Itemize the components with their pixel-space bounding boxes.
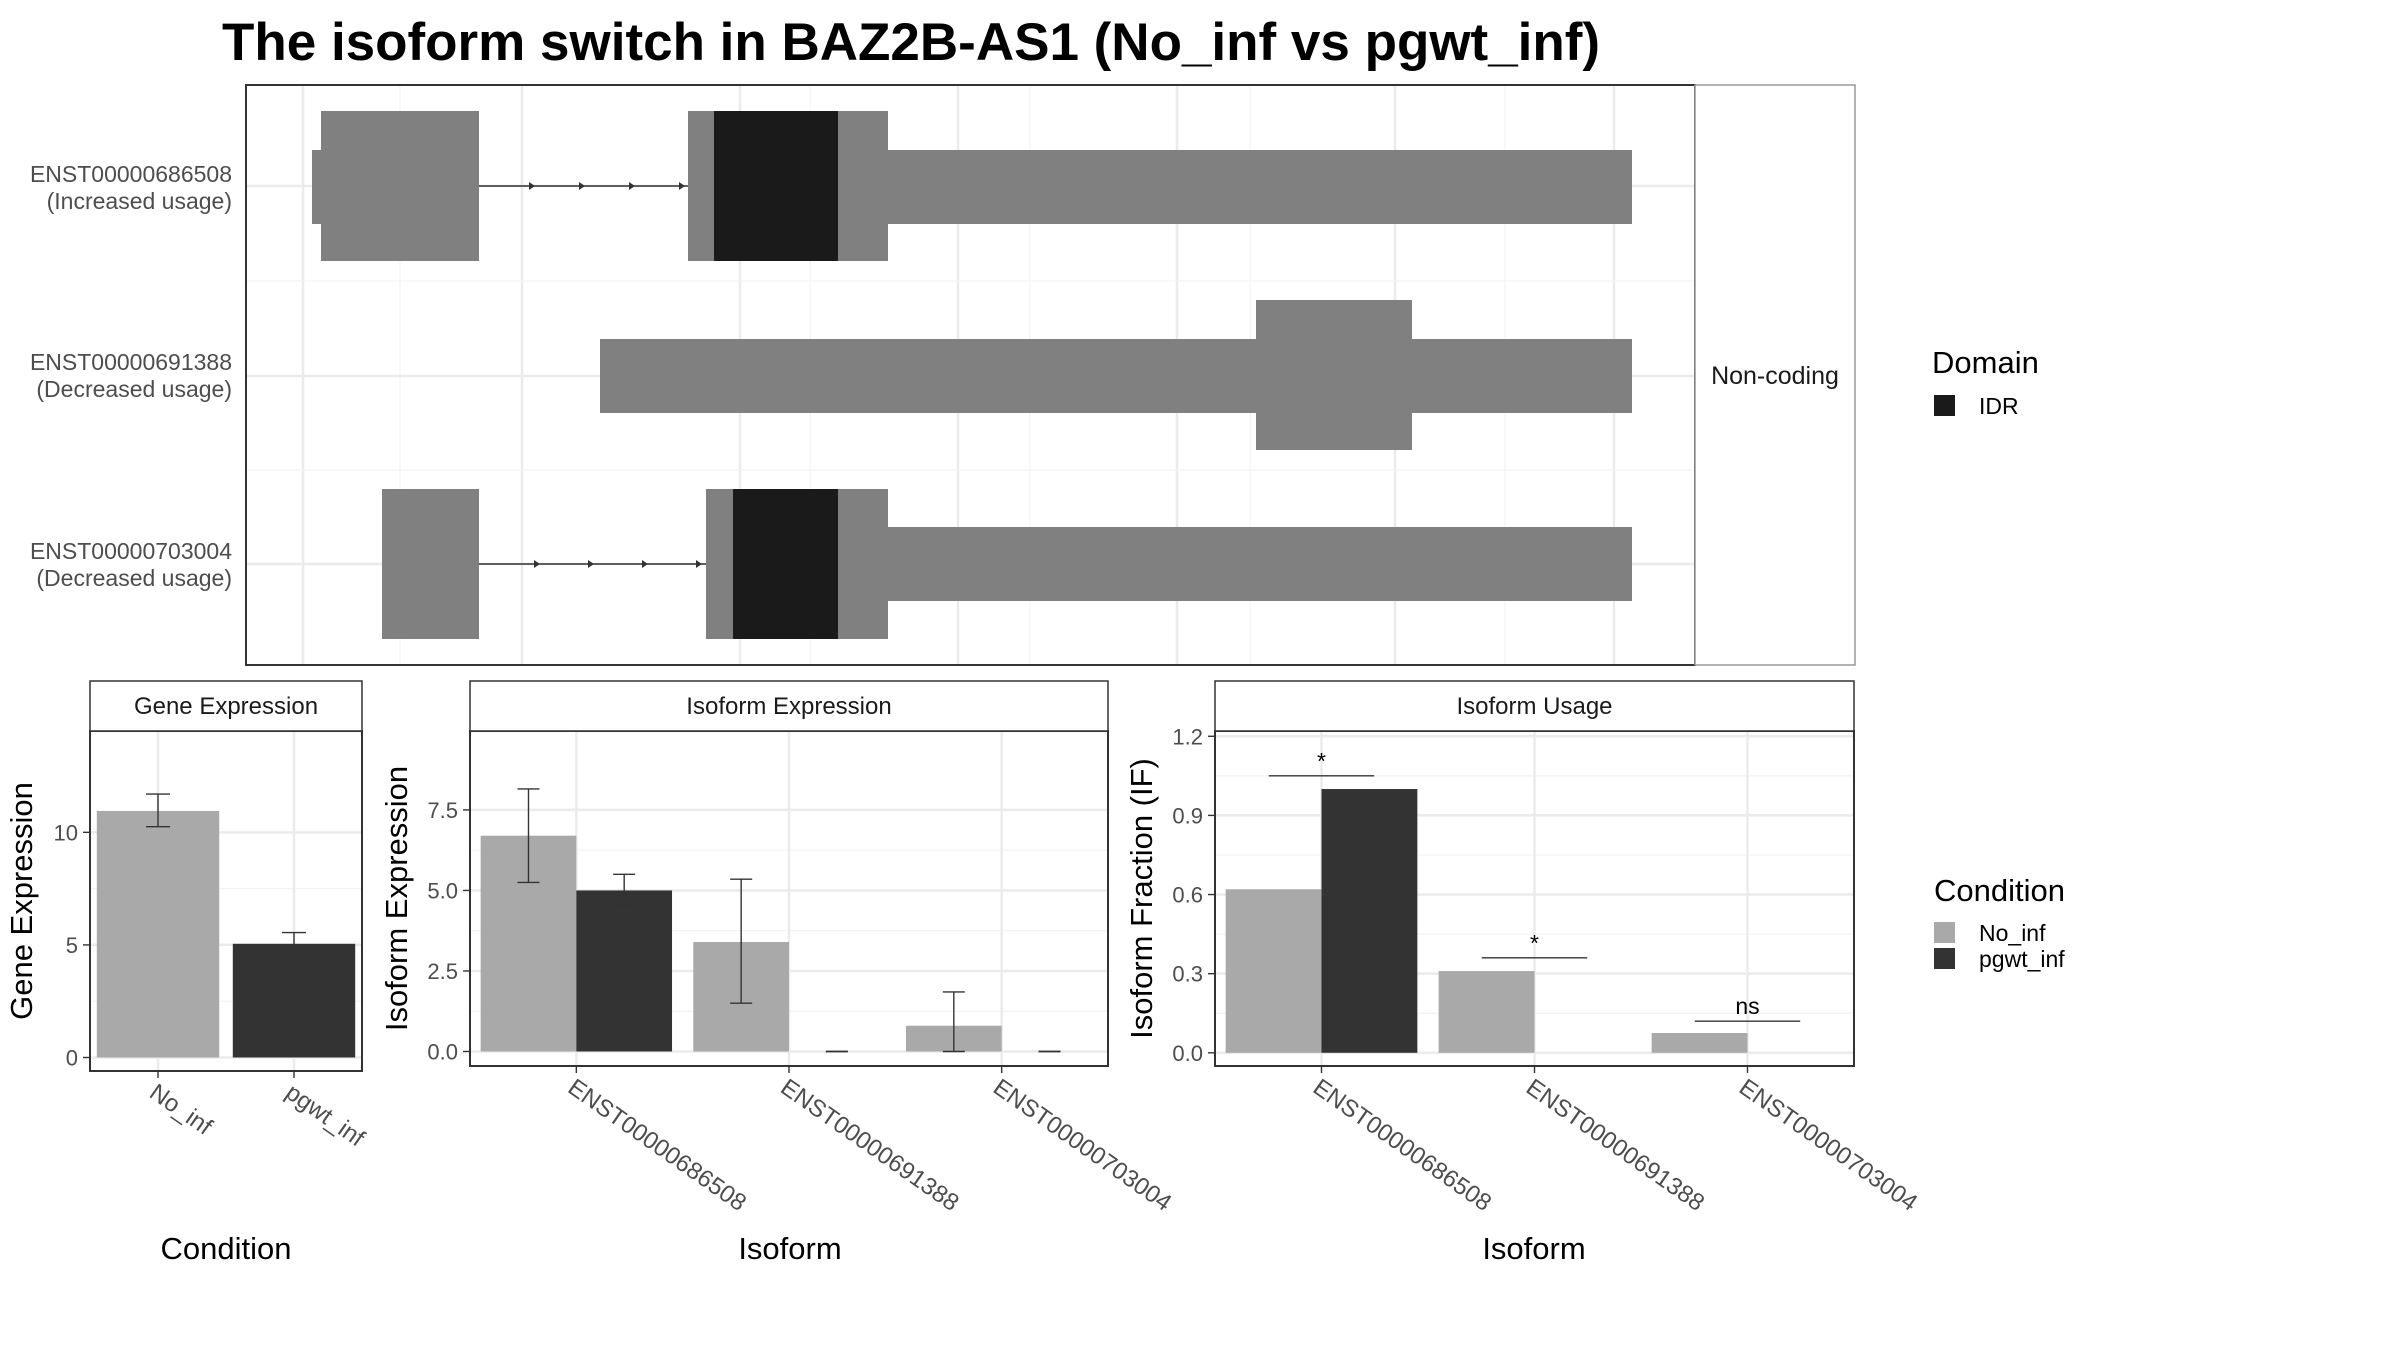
gene-expression-chart: Gene Expression 0 5 10 No_inf pgwt_inf Conditi… — [4, 680, 370, 1266]
transcript-1-exon-2-utr — [887, 150, 1632, 224]
chart-2-bar-pgwt-inf-0 — [1321, 789, 1418, 1053]
transcript-2-exon-noncoding — [600, 339, 1632, 413]
chart-0-bar-1 — [232, 943, 356, 1058]
chart-2-xtick-label-0: ENST00000686508 — [1308, 1074, 1496, 1217]
chart-1-ytick-label-1: 2.5 — [427, 959, 458, 984]
transcript-label-3-id: ENST00000703004 — [30, 538, 232, 564]
transcript-3-exon-1 — [382, 489, 479, 639]
domain-legend-title: Domain — [1932, 345, 2039, 380]
chart-0-bar-0 — [96, 810, 220, 1058]
chart-1-strip — [469, 680, 1109, 732]
chart-2-ytick-label-2: 0.6 — [1172, 883, 1203, 908]
chart-2-significance-label-2: ns — [1735, 993, 1759, 1019]
transcript-1-utr-start — [312, 150, 322, 224]
transcript-1-idr-domain — [714, 111, 838, 261]
chart-0-strip — [89, 680, 363, 732]
transcript-1-intron-arrow-3 — [679, 182, 685, 190]
transcript-label-2-status: (Decreased usage) — [36, 376, 232, 402]
chart-1-ytick-label-0: 0.0 — [427, 1040, 458, 1065]
transcript-3-intron-arrow-2 — [642, 560, 648, 568]
chart-0-ytick-label-1: 5 — [66, 933, 78, 958]
chart-2-xtick-label-2: ENST00000703004 — [1734, 1074, 1922, 1217]
transcript-3-intron-arrow-0 — [534, 560, 540, 568]
condition-legend-swatch-pgwt-inf — [1934, 948, 1955, 969]
transcript-3-idr-domain — [733, 489, 838, 639]
chart-1-xtick-label-1: ENST00000691388 — [776, 1074, 964, 1217]
chart-0-x-axis-title: Condition — [161, 1231, 292, 1266]
chart-0-xtick-label-1: pgwt_inf — [281, 1079, 370, 1153]
isoform-usage-chart: * * ns Isoform Usage 0.0 0.3 0.6 0.9 1.2 ENST0000… — [1124, 680, 1922, 1266]
chart-0-ytick-label-2: 10 — [54, 820, 78, 845]
transcript-1-intron-arrow-1 — [579, 182, 585, 190]
chart-1-strip-title: Isoform Expression — [686, 693, 891, 720]
condition-legend-label-no-inf: No_inf — [1979, 920, 2046, 946]
chart-2-ytick-label-1: 0.3 — [1172, 962, 1203, 987]
transcript-1-intron-arrow-0 — [529, 182, 535, 190]
transcript-3-intron-arrow-3 — [696, 560, 702, 568]
transcript-3-exon-2-utr — [887, 527, 1632, 601]
chart-1-x-axis-title: Isoform — [738, 1231, 841, 1266]
structure-side-strip — [1694, 84, 1856, 666]
chart-1-y-axis-title: Isoform Expression — [379, 766, 414, 1031]
chart-2-significance-label-0: * — [1317, 748, 1326, 774]
isoform-expression-chart: Isoform Expression 0.0 2.5 5.0 7.5 ENST000006… — [379, 680, 1176, 1266]
chart-2-bar-no-inf-1 — [1438, 971, 1535, 1053]
chart-2-xtick-label-1: ENST00000691388 — [1521, 1074, 1709, 1217]
chart-2-ytick-label-0: 0.0 — [1172, 1041, 1203, 1066]
domain-legend-swatch-idr — [1934, 395, 1955, 416]
chart-2-significance-label-1: * — [1530, 930, 1539, 956]
transcript-2-exon-wide-segment — [1256, 300, 1412, 450]
condition-legend-swatch-no-inf — [1934, 922, 1955, 943]
chart-2-y-axis-title: Isoform Fraction (IF) — [1124, 758, 1159, 1039]
transcript-structure-panel: Non-coding ENST00000686508 (Increased us… — [30, 84, 1856, 666]
transcript-1-exon-1 — [321, 111, 479, 261]
transcript-label-1-status: (Increased usage) — [47, 188, 232, 214]
transcript-3-intron-arrow-1 — [588, 560, 594, 568]
transcript-label-1-id: ENST00000686508 — [30, 161, 232, 187]
non-coding-strip-label: Non-coding — [1711, 362, 1839, 390]
condition-legend-label-pgwt-inf: pgwt_inf — [1979, 946, 2065, 972]
chart-2-strip — [1214, 680, 1855, 732]
chart-0-strip-title: Gene Expression — [134, 693, 318, 720]
chart-0-y-axis-title: Gene Expression — [4, 782, 39, 1020]
chart-1-xtick-label-2: ENST00000703004 — [988, 1074, 1176, 1217]
chart-1-ytick-label-3: 7.5 — [427, 798, 458, 823]
domain-legend: Domain IDR — [1932, 345, 2039, 419]
transcript-marks — [312, 111, 1632, 639]
chart-2-strip-title: Isoform Usage — [1456, 693, 1612, 720]
domain-legend-label-idr: IDR — [1979, 393, 2019, 419]
chart-2-x-axis-title: Isoform — [1482, 1231, 1585, 1266]
condition-legend: Condition No_inf pgwt_inf — [1934, 873, 2065, 972]
condition-legend-title: Condition — [1934, 873, 2065, 908]
chart-2-ytick-label-3: 0.9 — [1172, 803, 1203, 828]
chart-2-bar-no-inf-0 — [1225, 889, 1322, 1053]
chart-0-xtick-label-0: No_inf — [145, 1079, 218, 1141]
chart-0-ytick-label-0: 0 — [66, 1045, 78, 1070]
chart-1-ytick-label-2: 5.0 — [427, 878, 458, 903]
transcript-label-2-id: ENST00000691388 — [30, 349, 232, 375]
chart-1-bar-pgwt-inf-0 — [576, 890, 673, 1052]
chart-2-bar-no-inf-2 — [1651, 1033, 1748, 1053]
chart-2-ytick-label-4: 1.2 — [1172, 724, 1203, 749]
chart-1-xtick-label-0: ENST00000686508 — [563, 1074, 751, 1217]
transcript-1-intron-arrow-2 — [629, 182, 635, 190]
transcript-label-3-status: (Decreased usage) — [36, 565, 232, 591]
figure-title: The isoform switch in BAZ2B-AS1 (No_inf … — [222, 13, 1600, 72]
